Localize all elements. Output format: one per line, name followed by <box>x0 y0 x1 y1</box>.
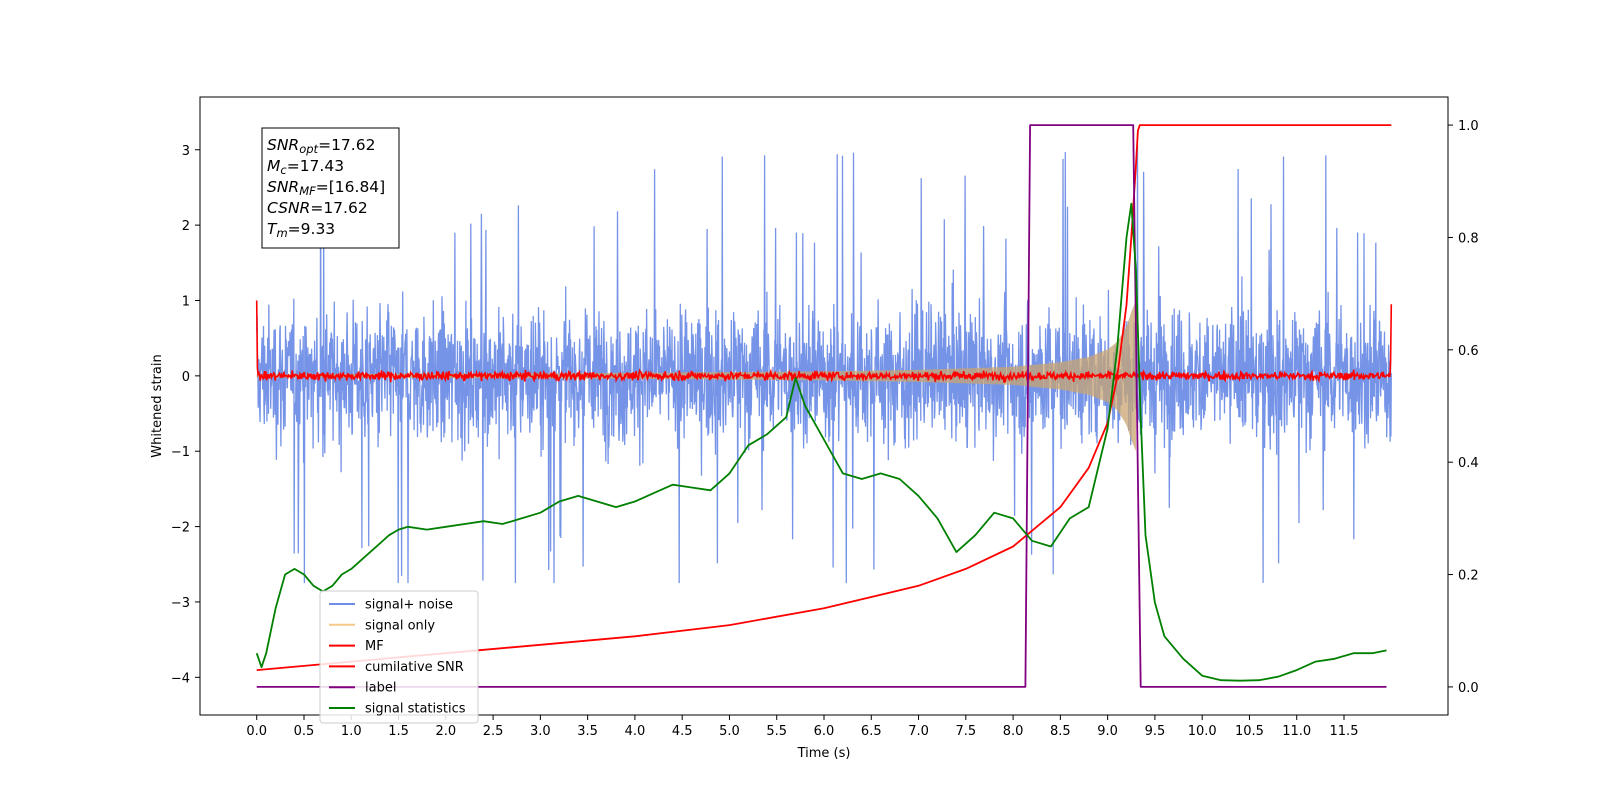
x-tick-label: 2.0 <box>435 724 456 739</box>
legend-label: label <box>365 681 396 696</box>
y-tick-label: 2 <box>182 219 190 234</box>
y2-tick-label: 0.6 <box>1458 344 1479 359</box>
x-tick-label: 11.0 <box>1282 724 1311 739</box>
y2-tick-label: 0.8 <box>1458 231 1479 246</box>
x-tick-label: 7.5 <box>955 724 976 739</box>
legend-label: MF <box>365 639 384 654</box>
x-tick-label: 9.0 <box>1097 724 1118 739</box>
y-tick-label: 3 <box>182 144 190 159</box>
legend-label: cumilative SNR <box>365 660 464 675</box>
y-axis-right: 1.0 0.8 0.6 0.4 0.2 0.0 <box>1448 119 1479 696</box>
series-signal-statistics <box>255 202 1387 682</box>
y2-tick-label: 1.0 <box>1458 119 1479 134</box>
y2-tick-label: 0.2 <box>1458 569 1479 584</box>
stats-annotation-box: SNRopt=17.62Mc=17.43SNRMF=[16.84]CSNR=17… <box>261 127 400 249</box>
plot-area <box>255 124 1393 688</box>
x-tick-label: 3.5 <box>577 724 598 739</box>
x-tick-label: 8.0 <box>1003 724 1024 739</box>
y-axis-label: Whitened strain <box>150 354 165 457</box>
stats-line: SNRopt=17.62 <box>267 136 375 156</box>
series-label <box>256 124 1387 688</box>
x-tick-label: 0.5 <box>294 724 315 739</box>
x-tick-label: 9.5 <box>1145 724 1166 739</box>
x-tick-label: 2.5 <box>483 724 504 739</box>
stats-box-frame <box>261 127 400 249</box>
y-tick-label: −1 <box>171 445 190 460</box>
series-signal-plus-noise <box>256 138 1392 584</box>
y-tick-label: −3 <box>171 596 190 611</box>
legend-frame <box>319 590 479 724</box>
series-mf <box>255 300 1393 384</box>
x-tick-label: 10.5 <box>1235 724 1264 739</box>
legend-label: signal only <box>365 618 435 633</box>
x-tick-label: 6.5 <box>861 724 882 739</box>
x-tick-label: 7.0 <box>908 724 929 739</box>
y2-tick-label: 0.0 <box>1458 681 1479 696</box>
x-tick-label: 8.5 <box>1050 724 1071 739</box>
y-axis-left: 3 2 1 0 −1 −2 −3 −4 <box>171 144 200 686</box>
legend-label: signal statistics <box>365 702 466 717</box>
series-cumulative-snr <box>256 124 1392 671</box>
y-tick-label: 0 <box>182 370 190 385</box>
x-tick-label: 11.5 <box>1330 724 1359 739</box>
legend-label: signal+ noise <box>365 598 453 613</box>
x-tick-label: 10.0 <box>1188 724 1217 739</box>
legend: signal+ noise signal only MF cumilative SNR… <box>319 590 479 724</box>
stats-line: CSNR=17.62 <box>267 199 368 217</box>
stats-line: SNRMF=[16.84] <box>267 178 385 198</box>
x-tick-label: 5.5 <box>766 724 787 739</box>
x-axis: 0.0 0.5 1.0 1.5 2.0 2.5 3.0 3.5 4.0 4.5 5.0 5.5 6.0 6… <box>246 715 1358 739</box>
x-tick-label: 4.0 <box>625 724 646 739</box>
x-tick-label: 1.5 <box>388 724 409 739</box>
x-tick-label: 0.0 <box>246 724 267 739</box>
x-tick-label: 6.0 <box>814 724 835 739</box>
y-tick-label: −4 <box>171 671 190 686</box>
stats-line: Tm=9.33 <box>267 220 335 240</box>
y-tick-label: −2 <box>171 521 190 536</box>
y2-tick-label: 0.4 <box>1458 456 1479 471</box>
x-axis-label: Time (s) <box>797 746 851 761</box>
y-tick-label: 1 <box>182 294 190 309</box>
x-tick-label: 4.5 <box>672 724 693 739</box>
x-tick-label: 5.0 <box>719 724 740 739</box>
x-tick-label: 1.0 <box>341 724 362 739</box>
x-tick-label: 3.0 <box>530 724 551 739</box>
stats-line: Mc=17.43 <box>267 157 344 177</box>
